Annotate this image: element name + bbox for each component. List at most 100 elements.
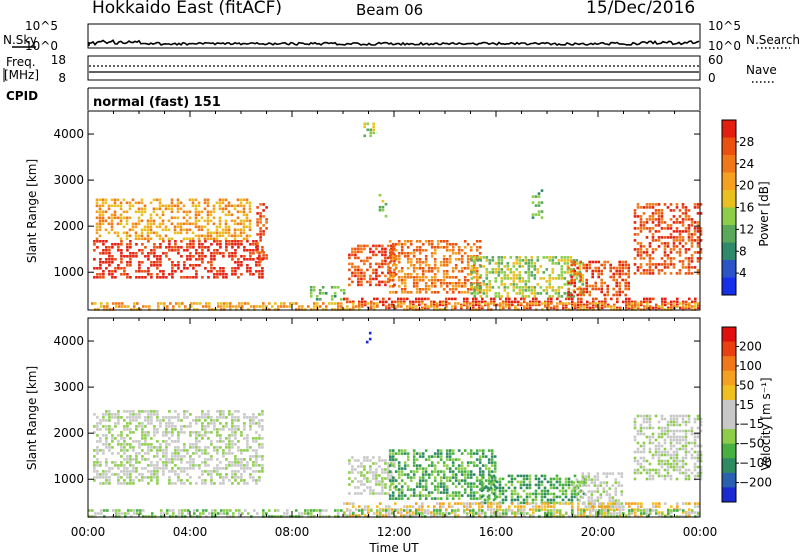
power-echo-cell: [120, 252, 123, 255]
power-echo-cell: [403, 291, 407, 294]
velocity-echo-cell: [576, 480, 580, 484]
velocity-echo-cell: [549, 486, 553, 490]
power-echo-cell: [585, 287, 588, 291]
power-echo-cell: [381, 247, 384, 251]
velocity-echo-cell: [487, 508, 490, 511]
velocity-echo-cell: [436, 470, 440, 473]
velocity-echo-cell: [418, 505, 421, 508]
power-echo-cell: [491, 256, 495, 259]
power-echo-cell: [415, 279, 419, 282]
power-echo-cell: [448, 302, 451, 305]
power-echo-cell: [669, 233, 673, 236]
power-echo-cell: [497, 262, 501, 265]
power-echo-cell: [101, 219, 105, 223]
velocity-echo-cell: [633, 417, 637, 421]
power-echo-cell: [494, 292, 498, 295]
velocity-echo-cell: [201, 428, 204, 431]
velocity-echo-cell: [681, 465, 685, 469]
velocity-echo-cell: [602, 490, 606, 493]
velocity-echo-cell: [555, 480, 559, 484]
power-echo-cell: [388, 276, 392, 279]
power-echo-cell: [575, 259, 579, 262]
power-echo-cell: [418, 291, 422, 294]
velocity-echo-cell: [543, 492, 547, 496]
velocity-echo-cell: [672, 456, 676, 460]
power-echo-cell: [173, 231, 177, 235]
velocity-echo-cell: [690, 447, 694, 451]
velocity-echo-cell: [418, 497, 422, 500]
velocity-echo-cell: [108, 443, 111, 446]
velocity-echo-cell: [390, 462, 393, 465]
velocity-echo-cell: [237, 428, 240, 431]
power-echo-cell: [318, 292, 322, 295]
power-echo-cell: [107, 222, 111, 226]
velocity-echo-cell: [620, 490, 624, 493]
power-echo-cell: [442, 270, 446, 273]
power-echo-cell: [246, 264, 249, 267]
power-echo-cell: [134, 210, 138, 214]
power-echo-cell: [651, 203, 655, 206]
velocity-echo-cell: [651, 456, 655, 460]
velocity-echo-cell: [249, 422, 252, 425]
power-echo-cell: [198, 246, 201, 249]
velocity-echo-cell: [261, 437, 264, 440]
power-echo-cell: [233, 231, 237, 235]
velocity-echo-cell: [216, 428, 219, 431]
velocity-echo-cell: [180, 419, 183, 422]
velocity-echo-cell: [108, 446, 111, 449]
power-echo-cell: [245, 219, 249, 223]
power-echo-cell: [651, 215, 655, 218]
velocity-echo-cell: [684, 423, 688, 427]
velocity-echo-cell: [141, 410, 144, 413]
power-echo-cell: [627, 266, 630, 270]
power-echo-cell: [351, 265, 354, 269]
velocity-echo-cell: [99, 440, 102, 443]
velocity-echo-cell: [243, 413, 246, 416]
power-echo-cell: [381, 259, 384, 263]
power-echo-cell: [409, 300, 412, 304]
velocity-echo-cell: [400, 479, 404, 482]
power-echo-cell: [149, 228, 153, 232]
power-echo-cell: [616, 297, 619, 301]
power-echo-cell: [485, 256, 489, 259]
power-echo-cell: [388, 303, 391, 307]
power-echo-cell: [233, 204, 237, 208]
velocity-echo-cell: [225, 416, 228, 419]
power-echo-cell: [634, 303, 637, 307]
power-echo-cell: [409, 291, 413, 294]
power-echo-cell: [108, 264, 111, 267]
power-echo-cell: [691, 305, 694, 308]
power-echo-cell: [120, 261, 123, 264]
power-echo-cell: [573, 263, 576, 267]
power-echo-cell: [372, 250, 375, 254]
velocity-echo-cell: [130, 509, 133, 512]
velocity-echo-cell: [207, 452, 210, 455]
power-echo-cell: [696, 224, 700, 227]
velocity-echo-cell: [543, 477, 547, 481]
power-echo-cell: [454, 243, 458, 246]
velocity-echo-cell: [348, 477, 351, 480]
velocity-echo-cell: [448, 476, 452, 479]
velocity-echo-cell: [117, 440, 120, 443]
velocity-echo-cell: [460, 461, 464, 464]
velocity-echo-cell: [478, 514, 481, 517]
power-echo-cell: [180, 255, 183, 258]
power-echo-cell: [578, 265, 582, 268]
velocity-echo-cell: [186, 425, 189, 428]
velocity-echo-cell: [593, 475, 597, 478]
velocity-echo-cell: [570, 492, 574, 496]
power-echo-cell: [98, 198, 102, 202]
power-echo-cell: [463, 302, 466, 305]
power-echo-cell: [682, 302, 685, 305]
velocity-echo-cell: [93, 479, 96, 482]
velocity-echo-cell: [397, 473, 401, 476]
velocity-echo-cell: [684, 420, 688, 424]
velocity-echo-cell: [150, 410, 153, 413]
velocity-echo-cell: [537, 486, 541, 490]
velocity-echo-cell: [349, 502, 352, 505]
power-echo-cell: [95, 228, 99, 232]
power-echo-cell: [189, 255, 192, 258]
velocity-echo-cell: [586, 508, 589, 511]
velocity-echo-cell: [403, 461, 407, 464]
power-echo-cell: [400, 302, 403, 305]
